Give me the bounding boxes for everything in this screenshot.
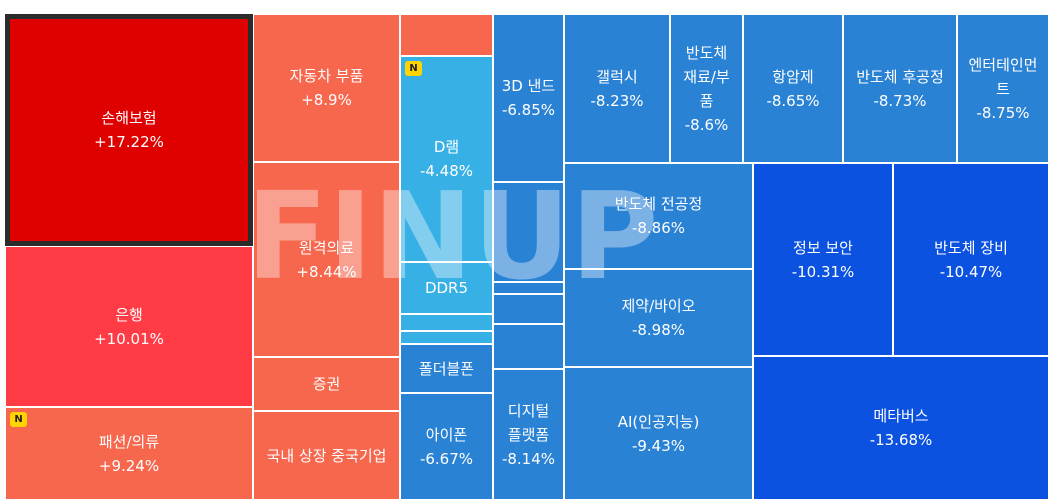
treemap-tile[interactable]: AI(인공지능) -9.43% <box>564 367 753 500</box>
treemap-tile[interactable]: 메타버스 -13.68% <box>753 356 1049 500</box>
treemap-tile[interactable] <box>493 282 564 294</box>
tile-change: -8.73% <box>873 91 927 110</box>
tile-name: 반도체 후공정 <box>856 67 944 86</box>
tile-change: -8.86% <box>631 219 686 237</box>
tile-change: +10.01% <box>94 329 164 348</box>
tile-name: 디지털 플랫폼 <box>507 401 550 444</box>
tile-change: +9.24% <box>98 456 160 475</box>
tile-name: 제약/바이오 <box>621 297 696 315</box>
treemap-tile[interactable] <box>400 314 493 331</box>
treemap-tile[interactable]: 손해보험 +17.22% <box>5 14 253 246</box>
tile-name: 항암제 <box>772 67 814 86</box>
tile-change: +8.9% <box>301 91 352 109</box>
treemap-tile[interactable]: DDR5 <box>400 262 493 314</box>
tile-change: -6.85% <box>501 101 556 119</box>
tile-name: 반도체 전공정 <box>614 195 703 213</box>
new-badge: N <box>10 412 27 427</box>
tile-change: -8.23% <box>590 91 644 110</box>
treemap-tile[interactable] <box>493 182 564 282</box>
treemap-tile[interactable]: 반도체 후공정 -8.73% <box>843 14 957 163</box>
tile-name: 반도체 장비 <box>934 238 1008 257</box>
treemap-tile[interactable]: 국내 상장 중국기업 <box>253 411 400 500</box>
tile-change: -8.75% <box>976 103 1030 122</box>
tile-name: 자동차 부품 <box>289 67 364 85</box>
treemap-tile[interactable]: 폴더블폰 <box>400 344 493 393</box>
tile-name: 은행 <box>115 305 143 324</box>
tile-change: -8.6% <box>684 115 729 134</box>
treemap-tile[interactable]: 원격의료 +8.44% <box>253 162 400 357</box>
tile-change: +17.22% <box>94 133 164 151</box>
tile-change: -9.43% <box>631 436 686 455</box>
treemap-tile[interactable]: 은행 +10.01% <box>5 246 253 407</box>
treemap-tile[interactable]: 제약/바이오 -8.98% <box>564 269 753 367</box>
tile-name: 손해보험 <box>101 109 157 127</box>
tile-name: 원격의료 <box>298 238 355 257</box>
treemap-tile[interactable] <box>493 294 564 324</box>
tile-name: 반도체 재료/부품 <box>683 43 730 110</box>
treemap-tile[interactable]: 아이폰 -6.67% <box>400 393 493 500</box>
treemap-tile[interactable]: 엔터테인먼트 -8.75% <box>957 14 1049 163</box>
treemap-tile[interactable]: 항암제 -8.65% <box>743 14 843 163</box>
treemap-tile[interactable]: 반도체 장비 -10.47% <box>893 163 1049 356</box>
tile-name: 증권 <box>312 375 341 393</box>
treemap-tile[interactable]: 증권 <box>253 357 400 411</box>
tile-name: 폴더블폰 <box>418 359 475 378</box>
tile-change: +8.44% <box>296 262 357 281</box>
tile-change: -10.47% <box>939 262 1003 281</box>
tile-name: AI(인공지능) <box>617 412 700 431</box>
treemap-tile[interactable] <box>493 324 564 369</box>
tile-name: D램 <box>433 138 460 156</box>
tile-name: 정보 보안 <box>793 238 853 257</box>
tile-name: 3D 낸드 <box>501 77 556 95</box>
treemap-tile[interactable]: 갤럭시 -8.23% <box>564 14 670 163</box>
tile-change: -8.98% <box>631 321 686 339</box>
treemap-tile[interactable]: N D램 -4.48% <box>400 56 493 262</box>
treemap-tile[interactable]: 반도체 재료/부품 -8.6% <box>670 14 743 163</box>
tile-change: -10.31% <box>791 262 855 281</box>
treemap-tile[interactable]: 정보 보안 -10.31% <box>753 163 893 356</box>
tile-change: -13.68% <box>869 431 933 449</box>
tile-change: -6.67% <box>419 449 474 468</box>
treemap-tile[interactable]: 디지털 플랫폼 -8.14% <box>493 369 564 500</box>
treemap-tile[interactable]: 자동차 부품 +8.9% <box>253 14 400 162</box>
tile-change: -8.65% <box>766 91 820 110</box>
tile-change: -4.48% <box>419 162 474 180</box>
tile-change: -8.14% <box>501 449 556 468</box>
treemap-tile[interactable]: 반도체 전공정 -8.86% <box>564 163 753 269</box>
tile-name: 메타버스 <box>873 407 929 425</box>
tile-name: 아이폰 <box>425 425 468 444</box>
treemap-tile[interactable]: 3D 낸드 -6.85% <box>493 14 564 182</box>
treemap-tile[interactable]: N 패션/의류 +9.24% <box>5 407 253 500</box>
tile-name: 패션/의류 <box>98 432 160 451</box>
tile-name: DDR5 <box>424 279 469 297</box>
new-badge: N <box>405 61 422 76</box>
tile-name: 엔터테인먼트 <box>968 55 1038 98</box>
tile-name: 국내 상장 중국기업 <box>266 446 387 465</box>
treemap-tile[interactable] <box>400 14 493 56</box>
tile-name: 갤럭시 <box>596 67 638 86</box>
treemap-tile[interactable] <box>400 331 493 344</box>
